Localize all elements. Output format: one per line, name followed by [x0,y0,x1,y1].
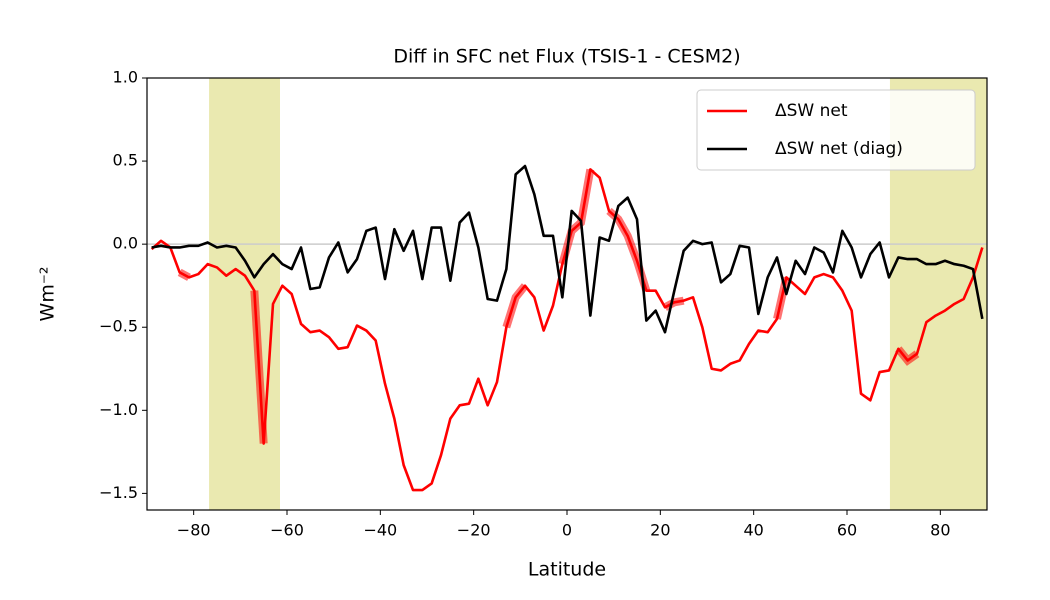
chart-title: Diff in SFC net Flux (TSIS-1 - CESM2) [393,46,740,68]
x-tick-label: 0 [562,521,572,540]
shaded-span [209,78,280,510]
x-tick-label: 60 [837,521,857,540]
x-tick-label: −60 [270,521,304,540]
y-tick-label: 0.0 [113,234,138,253]
legend-label: ΔSW net (diag) [775,139,903,159]
y-axis-label: Wm⁻² [37,267,59,322]
data-line [151,164,984,334]
x-tick-label: −40 [363,521,397,540]
y-tick-label: −1.0 [99,400,138,419]
y-tick-label: −1.5 [99,483,138,502]
x-tick-label: 20 [650,521,670,540]
legend-label: ΔSW net [775,101,848,121]
y-tick-label: −0.5 [99,317,138,336]
y-tick-label: 0.5 [113,151,138,170]
x-axis-label: Latitude [528,559,606,581]
x-tick-label: −80 [177,521,211,540]
x-tick-label: 40 [743,521,763,540]
legend-box [696,89,976,171]
y-tick-label: 1.0 [113,68,138,87]
x-tick-label: −20 [457,521,491,540]
x-tick-label: 80 [930,521,950,540]
